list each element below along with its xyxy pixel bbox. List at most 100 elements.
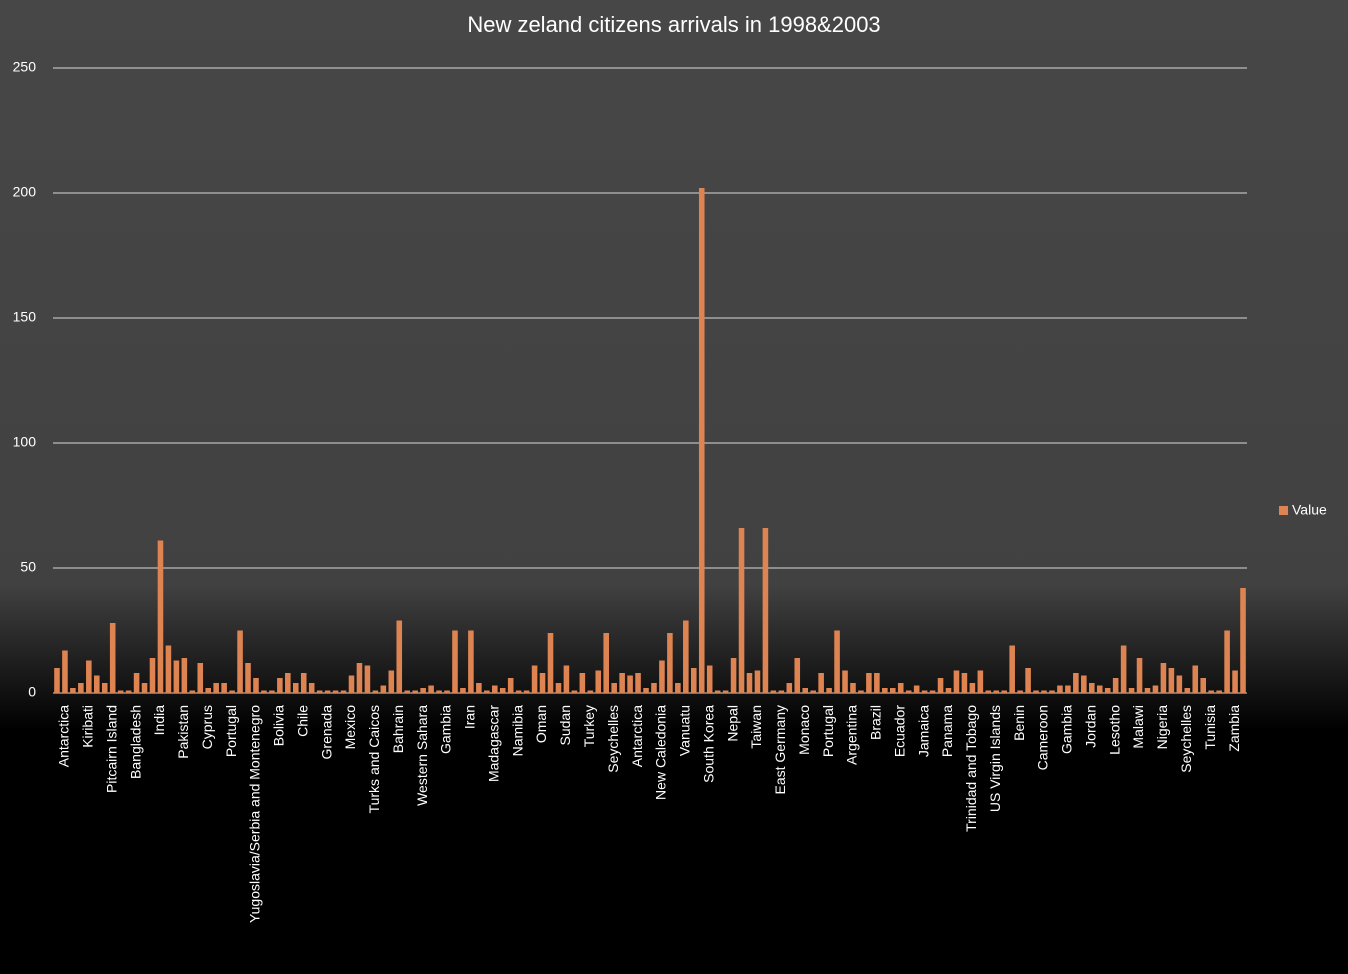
bar — [730, 658, 737, 693]
bar — [157, 540, 164, 693]
bar — [651, 683, 657, 693]
bar — [54, 668, 60, 693]
bar — [523, 690, 530, 693]
bar — [1096, 685, 1103, 693]
bar — [643, 688, 649, 693]
bar — [308, 683, 315, 693]
bar — [292, 683, 299, 693]
bar — [1049, 690, 1055, 693]
x-tick-label: Madagascar — [485, 705, 501, 782]
x-tick-label: East Germany — [772, 705, 788, 794]
bar — [1112, 678, 1119, 693]
x-tick-label: Namibia — [509, 705, 525, 757]
bar — [515, 690, 522, 693]
x-tick-label: Western Sahara — [414, 705, 430, 806]
bar — [985, 690, 992, 693]
x-tick-label: Vanuatu — [677, 705, 693, 756]
x-tick-label: Panama — [939, 705, 955, 757]
bar — [770, 690, 777, 693]
bar — [611, 683, 617, 693]
x-tick-label: Nigeria — [1154, 705, 1170, 750]
bar — [189, 690, 196, 693]
bar — [874, 673, 880, 693]
bar — [882, 688, 888, 693]
x-tick-label: Monaco — [796, 705, 812, 755]
bar — [818, 673, 824, 693]
bar — [555, 683, 562, 693]
x-tick-label: Antarctica — [629, 705, 645, 767]
bar — [539, 673, 546, 693]
bar — [491, 685, 498, 693]
bar — [237, 630, 243, 693]
x-tick-label: Seychelles — [605, 705, 621, 773]
x-tick-label: Grenada — [318, 705, 334, 760]
bar — [619, 673, 625, 693]
bar — [961, 673, 968, 693]
bar — [1224, 630, 1230, 693]
bar — [1176, 675, 1183, 693]
bar — [1152, 685, 1159, 693]
x-tick-label: Brazil — [868, 705, 884, 740]
bar — [571, 690, 578, 693]
x-tick-label: Tunisia — [1202, 705, 1218, 750]
x-tick-label: Taiwan — [748, 705, 764, 749]
bar — [101, 683, 108, 693]
bar — [1073, 673, 1079, 693]
x-tick-label: Ecuador — [891, 705, 907, 757]
y-tick-label: 0 — [28, 684, 36, 700]
x-tick-label: Jamaica — [915, 705, 931, 757]
x-tick-label: Sudan — [557, 705, 573, 745]
x-tick-label: Bolivia — [271, 705, 287, 746]
bar — [396, 620, 403, 693]
bar — [125, 690, 132, 693]
x-tick-label: Oman — [533, 705, 549, 743]
bar — [1136, 658, 1143, 693]
bar — [213, 683, 219, 693]
bar — [635, 673, 641, 693]
bar — [1104, 688, 1111, 693]
bar — [746, 673, 753, 693]
x-tick-label: Antarctica — [56, 705, 72, 767]
bar — [786, 683, 793, 693]
bar — [364, 665, 371, 693]
bar — [579, 673, 586, 693]
x-tick-label: Turks and Caicos — [366, 705, 382, 813]
bar — [165, 645, 172, 693]
x-tick-label: Malawi — [1130, 705, 1146, 749]
bar — [261, 690, 267, 693]
bar — [1128, 688, 1135, 693]
bar — [683, 620, 689, 693]
bar — [889, 688, 896, 693]
bar — [499, 688, 506, 693]
y-tick-label: 200 — [13, 184, 37, 200]
bar — [937, 678, 944, 693]
x-tick-label: Pakistan — [175, 705, 191, 759]
bar — [698, 188, 705, 693]
bar — [850, 683, 856, 693]
bar — [706, 665, 713, 693]
bar — [1033, 690, 1039, 693]
bar — [141, 683, 148, 693]
bar — [810, 690, 816, 693]
bar — [595, 670, 602, 693]
bar — [245, 663, 251, 693]
bar — [1081, 675, 1087, 693]
bar — [420, 688, 426, 693]
bar — [929, 690, 936, 693]
x-tick-label: Bahrain — [390, 705, 406, 753]
bar — [468, 630, 474, 693]
bar — [675, 683, 681, 693]
bar — [1200, 678, 1207, 693]
x-tick-label: Seychelles — [1178, 705, 1194, 773]
bar — [1009, 645, 1015, 693]
bar — [324, 690, 331, 693]
x-tick-label: New Caledonia — [653, 705, 669, 800]
bar — [1208, 690, 1214, 693]
x-tick-label: Chile — [294, 705, 310, 737]
bar — [905, 690, 912, 693]
chart-title: New zeland citizens arrivals in 1998&200… — [467, 12, 880, 37]
x-tick-label: US Virgin Islands — [987, 705, 1003, 812]
bar — [1232, 670, 1238, 693]
bar — [714, 690, 721, 693]
bar — [109, 623, 116, 693]
